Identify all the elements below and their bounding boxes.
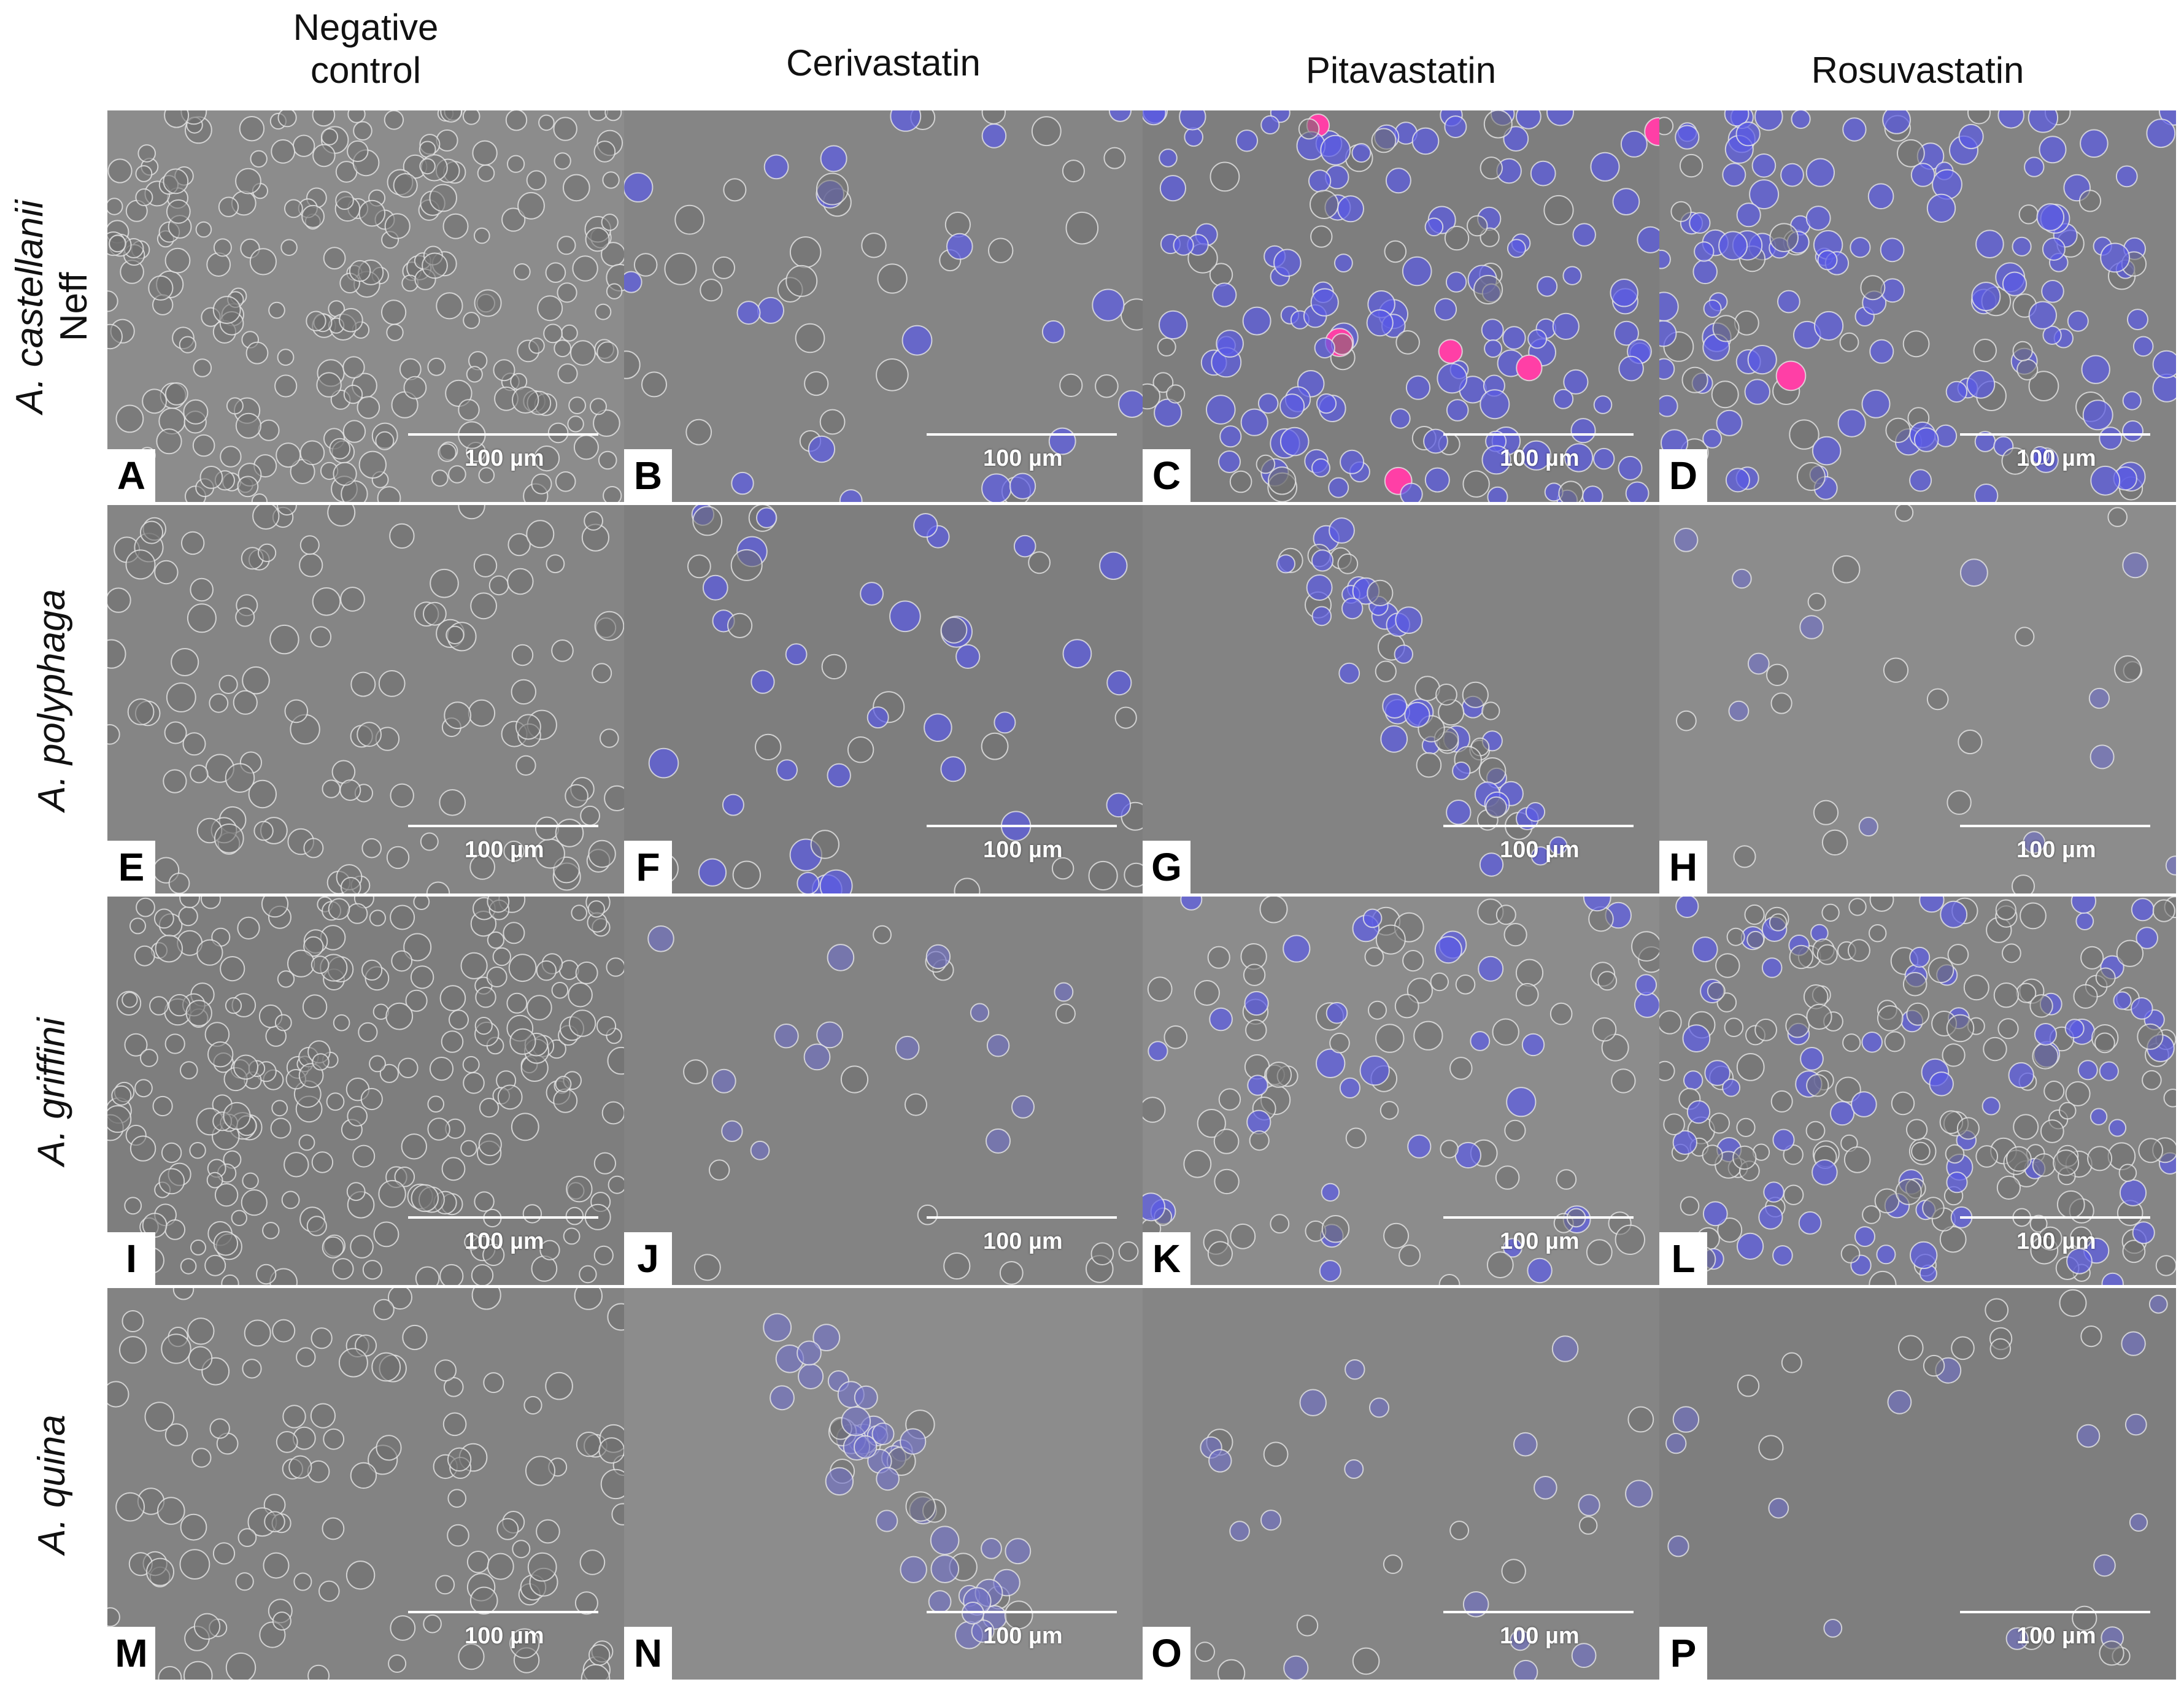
scale-bar (1960, 1216, 2150, 1219)
scale-bar-label: 100 µm (465, 837, 544, 863)
micrograph-panel-n: 100 µm N (624, 1288, 1143, 1680)
cell-texture (1276, 517, 1568, 877)
scale-bar-label: 100 µm (465, 446, 544, 471)
micrograph-panel-p: 100 µm P (1659, 1288, 2176, 1680)
micrograph-panel-a: 100 µm A (107, 110, 624, 502)
scale-bar-label: 100 µm (1500, 1229, 1580, 1254)
panel-label: O (1143, 1627, 1190, 1680)
micrograph-panel-i: 100 µm I (107, 897, 624, 1285)
scale-bar-label: 100 µm (1500, 1623, 1580, 1649)
micrograph-panel-m: 100 µm M (107, 1288, 624, 1680)
panel-label: K (1143, 1232, 1190, 1285)
panel-label: M (107, 1627, 155, 1680)
panel-label: B (624, 449, 672, 502)
column-header-rosuvastatin: Rosuvastatin (1811, 50, 2024, 91)
row-header-a-griffini: A. griffini (0, 897, 104, 1286)
panel-label: E (107, 841, 155, 893)
scale-bar-label: 100 µm (2016, 1229, 2096, 1254)
micrograph-panel-d: 100 µm D (1659, 110, 2176, 502)
panel-label: A (107, 449, 155, 502)
micrograph-panel-k: 100 µm K (1143, 897, 1659, 1285)
scale-bar-label: 100 µm (983, 837, 1063, 863)
panel-label: I (107, 1232, 155, 1285)
scale-bar (1960, 433, 2150, 436)
panel-label: L (1659, 1232, 1707, 1285)
panel-label: F (624, 841, 672, 893)
cell-texture (1659, 110, 2176, 502)
row-genus: A. polyphaga (31, 588, 74, 811)
scale-bar (1443, 1216, 1634, 1219)
scale-bar (927, 433, 1117, 436)
panel-label: N (624, 1627, 672, 1680)
micrograph-panel-h: 100 µm H (1659, 505, 2176, 893)
cell-texture (107, 897, 624, 1285)
scale-bar-label: 100 µm (2016, 446, 2096, 471)
scale-bar-label: 100 µm (983, 1229, 1063, 1254)
cell-texture (1659, 897, 2176, 1285)
micrograph-panel-o: 100 µm O (1143, 1288, 1659, 1680)
column-header-cerivastatin: Cerivastatin (786, 42, 981, 83)
scale-bar (927, 825, 1117, 827)
panel-label: D (1659, 449, 1707, 502)
micrograph-panel-b: 100 µm B (624, 110, 1143, 502)
cell-texture (647, 925, 1139, 1285)
cell-texture (1143, 110, 1659, 502)
micrograph-panel-g: 100 µm G (1143, 505, 1659, 893)
scale-bar (1960, 825, 2150, 827)
cell-texture (1157, 1335, 1654, 1680)
scale-bar (1443, 825, 1634, 827)
panel-label: P (1659, 1627, 1707, 1680)
panel-label: G (1143, 841, 1190, 893)
row-header-a-quina: A. quina (0, 1288, 104, 1681)
cell-texture (1665, 1289, 2168, 1666)
scale-bar-label: 100 µm (983, 446, 1063, 471)
scale-bar (927, 1216, 1117, 1219)
scale-bar (1443, 1611, 1634, 1613)
row-genus: A. quina (31, 1414, 74, 1554)
cell-texture (624, 505, 1143, 893)
row-genus: A. griffini (31, 1017, 74, 1166)
scale-bar (408, 433, 598, 436)
cell-texture (624, 110, 1143, 502)
micrograph-panel-e: 100 µm E (107, 505, 624, 893)
scale-bar-label: 100 µm (465, 1229, 544, 1254)
micrograph-panel-c: 100 µm C (1143, 110, 1659, 502)
scale-bar (408, 1216, 598, 1219)
row-genus: A. castellanii (9, 199, 51, 414)
cell-texture (107, 110, 624, 502)
scale-bar-label: 100 µm (465, 1623, 544, 1649)
cell-texture (107, 1288, 624, 1680)
scale-bar (1443, 433, 1634, 436)
row-strain: Neff (53, 272, 95, 342)
cell-texture (763, 1313, 1033, 1649)
column-header-pitavastatin: Pitavastatin (1305, 50, 1497, 91)
row-header-a-castellanii: A. castellanii Neff (0, 110, 104, 503)
panel-label: H (1659, 841, 1707, 893)
micrograph-panel-l: 100 µm L (1659, 897, 2176, 1285)
scale-bar-label: 100 µm (983, 1623, 1063, 1649)
scale-bar (408, 1611, 598, 1613)
panel-label: J (624, 1232, 672, 1285)
scale-bar-label: 100 µm (1500, 837, 1580, 863)
micrograph-panel-j: 100 µm J (624, 897, 1143, 1285)
cell-texture (107, 505, 624, 893)
panel-label: C (1143, 449, 1190, 502)
column-header-negative-control: Negative control (293, 7, 439, 91)
scale-bar-label: 100 µm (2016, 837, 2096, 863)
scale-bar (927, 1611, 1117, 1613)
cell-texture (1143, 897, 1659, 1285)
scale-bar-label: 100 µm (2016, 1623, 2096, 1649)
scale-bar (1960, 1611, 2150, 1613)
cell-texture (1673, 505, 2176, 893)
row-header-a-polyphaga: A. polyphaga (0, 505, 104, 895)
scale-bar-label: 100 µm (1500, 446, 1580, 471)
micrograph-panel-f: 100 µm F (624, 505, 1143, 893)
scale-bar (408, 825, 598, 827)
